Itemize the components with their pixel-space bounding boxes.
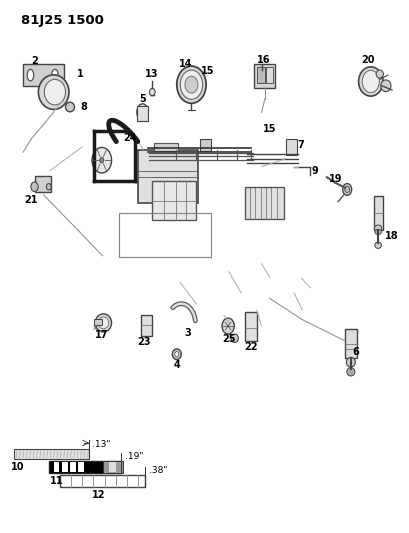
Text: 81J25 1500: 81J25 1500 — [21, 14, 104, 27]
Text: 2: 2 — [31, 56, 38, 66]
Ellipse shape — [100, 158, 104, 163]
Ellipse shape — [65, 102, 74, 112]
Ellipse shape — [180, 70, 203, 99]
Ellipse shape — [137, 104, 148, 121]
Bar — [286, 139, 297, 155]
Ellipse shape — [375, 229, 382, 235]
Bar — [23, 64, 64, 86]
Text: .19": .19" — [125, 453, 143, 462]
Ellipse shape — [172, 349, 181, 360]
Text: 5: 5 — [139, 93, 146, 103]
Text: .38": .38" — [148, 466, 167, 475]
Ellipse shape — [92, 148, 112, 173]
Ellipse shape — [177, 66, 206, 103]
Bar — [153, 143, 178, 151]
Bar — [142, 316, 151, 336]
Bar — [54, 462, 59, 472]
Text: 18: 18 — [385, 231, 399, 241]
Ellipse shape — [175, 352, 179, 357]
Ellipse shape — [345, 186, 350, 192]
Ellipse shape — [343, 183, 352, 195]
Ellipse shape — [149, 88, 155, 96]
Bar — [94, 319, 102, 325]
Text: 15: 15 — [263, 124, 276, 134]
Ellipse shape — [31, 182, 38, 191]
Bar — [34, 176, 51, 192]
Bar — [60, 475, 145, 487]
Ellipse shape — [44, 79, 65, 105]
Ellipse shape — [185, 76, 198, 93]
Text: 1: 1 — [77, 69, 84, 79]
Text: 10: 10 — [11, 462, 25, 472]
Bar — [78, 462, 84, 472]
Text: 6: 6 — [352, 346, 359, 357]
Bar — [70, 462, 76, 472]
Text: 9: 9 — [312, 166, 319, 176]
Text: 23: 23 — [137, 337, 151, 347]
Text: 15: 15 — [201, 66, 214, 76]
Bar — [62, 462, 67, 472]
Ellipse shape — [381, 80, 391, 92]
Bar — [345, 329, 357, 358]
Text: .13": .13" — [92, 440, 111, 449]
Text: 4: 4 — [173, 360, 180, 370]
Text: 14: 14 — [180, 60, 193, 69]
Text: 7: 7 — [297, 140, 304, 150]
Ellipse shape — [346, 358, 355, 367]
Ellipse shape — [347, 368, 355, 376]
Ellipse shape — [27, 69, 34, 81]
Ellipse shape — [46, 183, 51, 190]
Bar — [119, 213, 211, 257]
Text: 21: 21 — [25, 195, 38, 205]
Bar — [254, 64, 275, 88]
Bar — [374, 196, 383, 230]
Text: 16: 16 — [257, 55, 270, 65]
Bar — [103, 461, 123, 473]
Text: 25: 25 — [222, 334, 236, 344]
Text: x: x — [93, 325, 97, 331]
Ellipse shape — [375, 242, 382, 248]
Ellipse shape — [375, 225, 382, 231]
Ellipse shape — [52, 69, 58, 81]
Text: 8: 8 — [81, 102, 88, 112]
Ellipse shape — [359, 67, 383, 96]
Ellipse shape — [362, 70, 380, 93]
Bar — [245, 187, 284, 219]
Bar — [49, 461, 121, 473]
Text: 13: 13 — [145, 69, 158, 79]
Bar — [257, 67, 265, 83]
Text: 11: 11 — [49, 476, 63, 486]
Text: 24: 24 — [124, 133, 137, 143]
Bar — [137, 106, 148, 121]
Ellipse shape — [222, 318, 234, 334]
Ellipse shape — [95, 314, 112, 332]
Ellipse shape — [231, 334, 238, 343]
Text: 19: 19 — [329, 174, 342, 184]
Bar — [245, 312, 258, 341]
Text: 17: 17 — [95, 329, 108, 340]
Text: 3: 3 — [185, 328, 191, 338]
Text: 20: 20 — [361, 55, 374, 65]
Bar — [139, 150, 198, 203]
Bar — [200, 139, 211, 151]
Bar — [266, 67, 273, 83]
Bar — [151, 181, 196, 220]
Bar — [14, 449, 89, 459]
Bar — [119, 213, 211, 257]
Ellipse shape — [38, 75, 69, 109]
Ellipse shape — [98, 317, 109, 329]
Bar — [109, 462, 117, 472]
Text: 22: 22 — [244, 342, 258, 352]
Ellipse shape — [376, 70, 384, 78]
Text: 12: 12 — [92, 490, 105, 499]
